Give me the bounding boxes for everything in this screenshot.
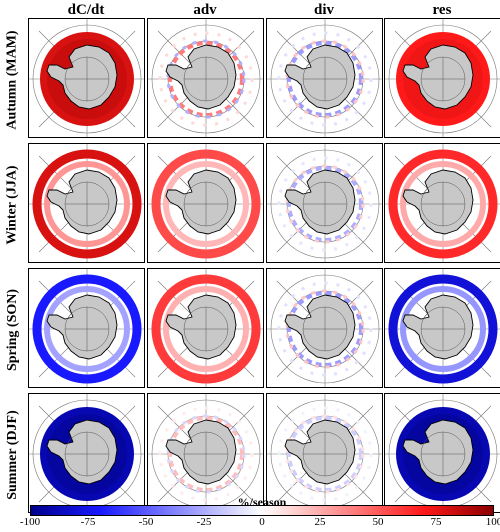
sea-ice-field (388, 149, 498, 259)
column-title: res (432, 2, 452, 18)
map-panel (28, 268, 145, 388)
colorbar-tick: 25 (314, 516, 326, 528)
colorbar-tick: -50 (138, 516, 154, 528)
row-title-text: Summer (DJF) (5, 410, 20, 500)
map-panel (266, 143, 383, 263)
colorbar-tick: 100 (485, 516, 500, 528)
map-panel (147, 143, 264, 263)
map-panel (266, 18, 383, 138)
polar-map (385, 144, 500, 262)
polar-map (267, 19, 382, 137)
map-panel (384, 143, 500, 263)
map-panel (147, 393, 264, 513)
sea-ice-field (287, 291, 363, 367)
map-panel (266, 268, 383, 388)
map-panel (28, 393, 145, 513)
polar-map (29, 144, 144, 262)
polar-map (267, 269, 382, 387)
colorbar-tick: 50 (372, 516, 384, 528)
polar-map (29, 269, 144, 387)
sea-ice-field (388, 274, 498, 384)
polar-map (385, 269, 500, 387)
polar-map (385, 394, 500, 512)
sea-ice-field (287, 41, 363, 117)
polar-map (148, 269, 263, 387)
map-panel (28, 143, 145, 263)
map-panel (384, 268, 500, 388)
polar-map (385, 19, 500, 137)
colorbar: %/season -100 -75 -50 -25 0 25 50 75 100 (20, 495, 500, 532)
row-title-text: Winter (JJA) (5, 165, 21, 245)
sea-ice-field (168, 416, 244, 492)
sea-ice-field (287, 166, 363, 242)
polar-map (267, 144, 382, 262)
sea-ice-field (32, 149, 142, 259)
map-panel (28, 18, 145, 138)
sea-ice-field (151, 274, 261, 384)
map-panel (147, 268, 264, 388)
polar-map (148, 19, 263, 137)
colorbar-tick: 75 (430, 516, 442, 528)
row-title-text: Spring (SON) (5, 288, 21, 372)
polar-map (29, 19, 144, 137)
colorbar-gradient (30, 505, 494, 516)
row-title: Autumn (MAM) (0, 18, 26, 142)
colorbar-tick: -100 (19, 516, 41, 528)
polar-map (29, 394, 144, 512)
row-title: Spring (SON) (0, 268, 26, 392)
map-panel (147, 18, 264, 138)
sea-ice-field (151, 149, 261, 259)
colorbar-tick: -25 (196, 516, 212, 528)
polar-map (148, 144, 263, 262)
sea-ice-field (287, 416, 363, 492)
map-panel (384, 18, 500, 138)
colorbar-tick: 0 (259, 516, 265, 528)
map-panel (384, 393, 500, 513)
polar-map (267, 394, 382, 512)
column-title: dC/dt (67, 2, 105, 18)
sea-ice-field (168, 41, 244, 117)
column-title: div (313, 2, 334, 18)
sea-ice-field (32, 274, 142, 384)
colorbar-tick: -75 (80, 516, 96, 528)
row-title: Winter (JJA) (0, 143, 26, 267)
column-title: adv (193, 2, 217, 18)
row-title-text: Autumn (MAM) (5, 30, 20, 130)
row-title: Summer (DJF) (0, 393, 26, 517)
